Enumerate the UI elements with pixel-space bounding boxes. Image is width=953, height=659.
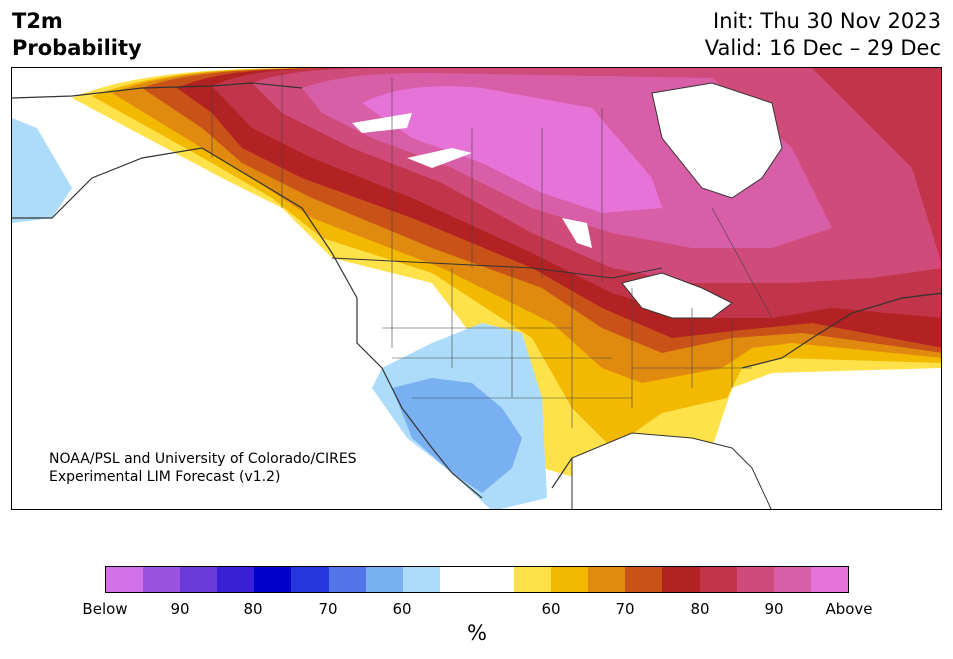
gulf [571, 432, 772, 509]
title-line-2: Probability [12, 36, 142, 60]
colorbar-cell [254, 567, 292, 592]
credit-line-2: Experimental LIM Forecast (v1.2) [49, 469, 281, 485]
colorbar-cell [588, 567, 626, 592]
colorbar-cell [551, 567, 589, 592]
colorbar-cell [662, 567, 700, 592]
colorbar-tick-label: 90 [764, 600, 784, 618]
colorbar-cell [773, 567, 811, 592]
hudson-bay [651, 82, 783, 199]
colorbar-cell [625, 567, 663, 592]
colorbar-tick-label: 70 [318, 600, 338, 618]
band-cold-60-west [12, 118, 72, 223]
lake-2 [407, 148, 472, 168]
colorbar-cell [328, 567, 366, 592]
colorbar-cell [106, 567, 144, 592]
colorbar-tick-label: 60 [541, 600, 561, 618]
band-cold-65 [392, 378, 522, 493]
lake-3 [562, 218, 592, 248]
map-title: T2m Probability [12, 8, 142, 62]
coastline [12, 82, 941, 499]
forecast-map [12, 68, 941, 509]
colorbar-cell [143, 567, 181, 592]
colorbar-tick-label: 60 [392, 600, 412, 618]
lake-1 [352, 113, 412, 133]
colorbar-cell [699, 567, 737, 592]
forecast-dates: Init: Thu 30 Nov 2023 Valid: 16 Dec – 29… [705, 8, 941, 62]
colorbar-cell [365, 567, 403, 592]
colorbar-cell [736, 567, 774, 592]
colorbar-cell [514, 567, 552, 592]
colorbar-tick-label: Above [825, 600, 873, 618]
colorbar-tick-label: 80 [690, 600, 710, 618]
credit-line-1: NOAA/PSL and University of Colorado/CIRE… [49, 451, 357, 467]
colorbar-cell [217, 567, 255, 592]
credit-text: NOAA/PSL and University of Colorado/CIRE… [49, 450, 357, 486]
colorbar-cell [439, 567, 477, 592]
colorbar-tick-label: 70 [615, 600, 635, 618]
init-date: Init: Thu 30 Nov 2023 [713, 9, 941, 33]
colorbar-tick-label: Below [82, 600, 128, 618]
colorbar-tick-label: 80 [243, 600, 263, 618]
colorbar-cell [810, 567, 848, 592]
great-lakes [621, 272, 733, 319]
map-panel [11, 67, 942, 510]
province-borders [211, 73, 773, 319]
title-line-1: T2m [12, 9, 63, 33]
state-borders [382, 268, 752, 428]
valid-range: Valid: 16 Dec – 29 Dec [704, 36, 941, 60]
us-canada-border [331, 257, 663, 279]
colorbar [105, 566, 849, 593]
colorbar-cell [291, 567, 329, 592]
colorbar-cell [476, 567, 515, 592]
colorbar-cell [180, 567, 218, 592]
band-warm-above [362, 86, 662, 213]
colorbar-tick-label: 90 [170, 600, 190, 618]
colorbar-cell [402, 567, 440, 592]
colorbar-unit: % [467, 621, 487, 645]
